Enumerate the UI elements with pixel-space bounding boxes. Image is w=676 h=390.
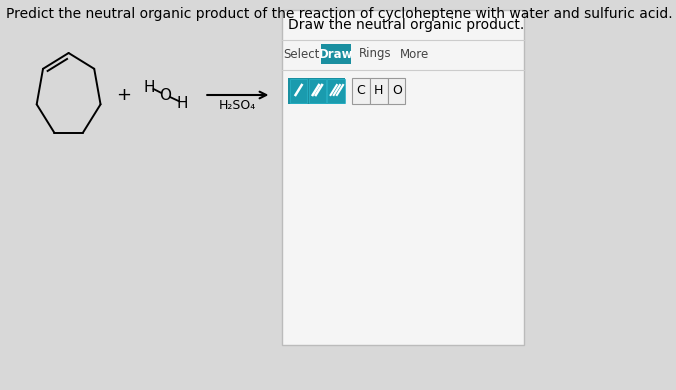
Bar [289,78,345,104]
Text: Draw: Draw [319,48,354,60]
Bar [370,78,387,104]
Bar [309,79,326,103]
Text: Predict the neutral organic product of the reaction of cycloheptene with water a: Predict the neutral organic product of t… [6,7,673,21]
Text: C: C [357,83,365,96]
Text: H: H [144,80,155,94]
Bar [327,79,345,103]
Text: Draw the neutral organic product.: Draw the neutral organic product. [289,18,525,32]
Bar [321,44,351,64]
Text: Select: Select [283,48,320,60]
Text: +: + [116,86,130,104]
Bar [352,78,370,104]
Bar [388,78,406,104]
Text: More: More [400,48,429,60]
Text: O: O [160,87,171,103]
Text: H₂SO₄: H₂SO₄ [219,99,256,112]
Text: H: H [176,96,188,110]
Bar [290,79,307,103]
Bar [283,10,524,345]
Text: O: O [392,83,402,96]
Text: Rings: Rings [359,48,391,60]
Text: H: H [375,83,383,96]
